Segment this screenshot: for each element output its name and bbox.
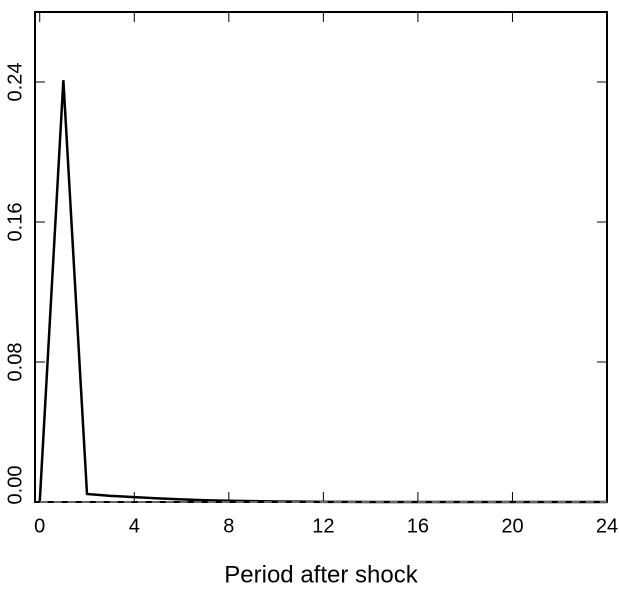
plot-frame [34, 11, 608, 503]
series-line [38, 80, 607, 504]
y-tick-label: 0.00 [4, 466, 26, 505]
x-tick-label: 12 [312, 515, 334, 537]
x-tick-label: 0 [34, 515, 45, 537]
x-tick-label: 20 [501, 515, 523, 537]
y-tick-label: 0.08 [4, 343, 26, 382]
x-tick-label: 8 [223, 515, 234, 537]
x-tick-label: 4 [129, 515, 140, 537]
x-tick-label: 16 [407, 515, 429, 537]
y-tick-label: 0.16 [4, 203, 26, 242]
x-axis-label: Period after shock [224, 561, 418, 588]
y-tick-label: 0.24 [4, 63, 26, 102]
x-tick-label: 24 [596, 515, 618, 537]
